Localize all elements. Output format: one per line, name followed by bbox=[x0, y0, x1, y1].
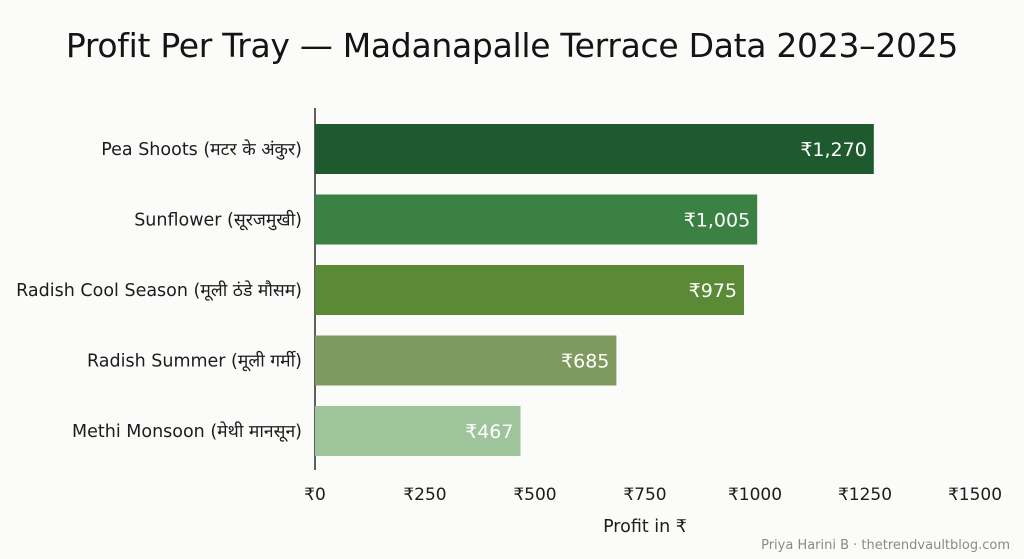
bar bbox=[315, 124, 874, 174]
x-tick-label: ₹250 bbox=[403, 485, 446, 505]
bar-value-label: ₹685 bbox=[561, 351, 609, 373]
credit-text: Priya Harini B · thetrendvaultblog.com bbox=[761, 538, 1010, 553]
bar-value-label: ₹975 bbox=[689, 280, 737, 302]
category-label: Radish Cool Season (मूली ठंडे मौसम) bbox=[16, 280, 302, 301]
x-tick-label: ₹1250 bbox=[838, 485, 892, 505]
x-tick-labels: ₹0 ₹250 ₹500 ₹750 ₹1000 ₹1250 ₹1500 bbox=[304, 485, 1002, 505]
x-tick-label: ₹0 bbox=[304, 485, 326, 505]
category-label: Pea Shoots (मटर के अंकुर) bbox=[101, 139, 302, 160]
category-label: Methi Monsoon (मेथी मानसून) bbox=[72, 421, 302, 442]
bar-value-label: ₹1,270 bbox=[800, 139, 866, 161]
x-tick-label: ₹1500 bbox=[948, 485, 1002, 505]
category-label: Radish Summer (मूली गर्मी) bbox=[87, 351, 302, 372]
bar-value-label: ₹1,005 bbox=[684, 210, 750, 232]
bar-value-label: ₹467 bbox=[465, 421, 513, 443]
x-tick-label: ₹500 bbox=[513, 485, 556, 505]
category-label: Sunflower (सूरजमुखी) bbox=[134, 210, 302, 231]
bar bbox=[315, 194, 758, 245]
x-tick-label: ₹750 bbox=[623, 485, 666, 505]
chart-title: Profit Per Tray — Madanapalle Terrace Da… bbox=[65, 26, 959, 65]
bar bbox=[315, 335, 617, 386]
bars-group: Pea Shoots (मटर के अंकुर) ₹1,270 Sunflower… bbox=[16, 124, 874, 456]
bar bbox=[315, 406, 521, 456]
x-axis-title: Profit in ₹ bbox=[603, 517, 687, 537]
x-tick-label: ₹1000 bbox=[728, 485, 782, 505]
bar bbox=[315, 265, 744, 315]
